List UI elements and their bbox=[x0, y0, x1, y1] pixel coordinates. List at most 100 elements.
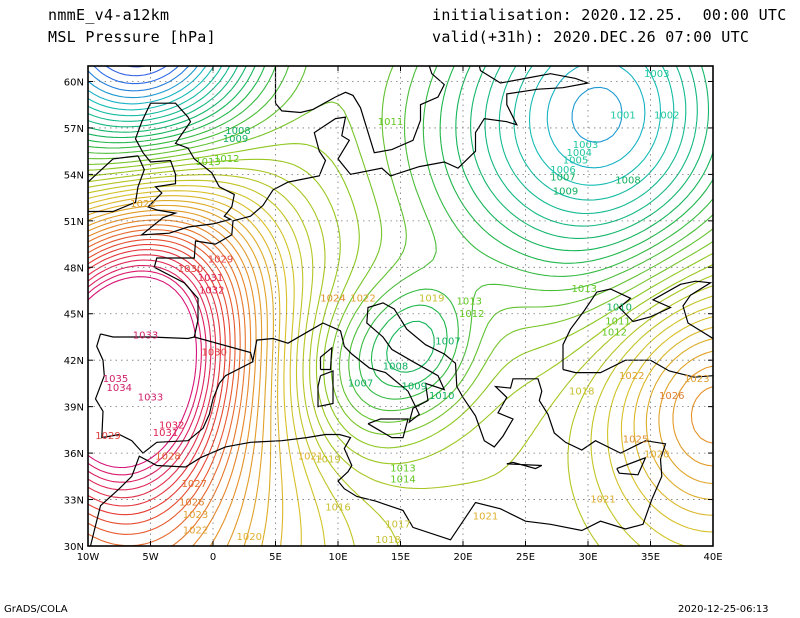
isobar-label: 1033 bbox=[133, 331, 158, 342]
coastline bbox=[616, 456, 647, 476]
isobar-label: 1003 bbox=[573, 140, 598, 151]
isobar-label: 1024 bbox=[320, 293, 345, 304]
isobar-line bbox=[88, 209, 713, 546]
isobar-line bbox=[88, 66, 687, 215]
coastline bbox=[319, 346, 333, 371]
lat-tick-label: 33N bbox=[64, 496, 84, 507]
isobar-label: 1023 bbox=[684, 374, 709, 385]
footer-software: GrADS/COLA bbox=[4, 604, 68, 615]
lat-tick-label: 36N bbox=[64, 449, 84, 460]
isobar-line bbox=[88, 195, 713, 546]
isobar-label: 1019 bbox=[315, 454, 340, 465]
isobar-label: 1030 bbox=[202, 348, 227, 359]
lat-tick-label: 51N bbox=[64, 217, 84, 228]
isobar-line bbox=[88, 243, 226, 516]
isobar-line bbox=[88, 66, 713, 373]
isobar-label: 1021 bbox=[590, 495, 615, 506]
lat-tick-label: 60N bbox=[64, 77, 84, 88]
isobar-label: 1013 bbox=[195, 157, 220, 168]
coastlines bbox=[88, 66, 713, 546]
isobar-label: 1032 bbox=[159, 420, 184, 431]
isobar-label: 1013 bbox=[390, 464, 415, 475]
lon-tick-label: 40E bbox=[703, 552, 722, 563]
isobar-label: 1004 bbox=[567, 148, 592, 159]
init-time: initialisation: 2020.12.25. 00:00 UTC bbox=[432, 6, 787, 24]
lat-tick-label: 48N bbox=[64, 263, 84, 274]
isobar-label: 1011 bbox=[605, 317, 630, 328]
isobar-label: 1002 bbox=[654, 111, 679, 122]
isobar-line bbox=[88, 270, 202, 476]
lat-tick-label: 54N bbox=[64, 170, 84, 181]
isobar-label: 1009 bbox=[402, 382, 427, 393]
coastline bbox=[562, 280, 713, 370]
lon-tick-label: 30E bbox=[578, 552, 597, 563]
isobar-label: 1022 bbox=[619, 371, 644, 382]
coastline bbox=[367, 418, 409, 439]
isobar-line bbox=[88, 174, 713, 546]
isobar-label: 1012 bbox=[602, 327, 627, 338]
isobar-label: 1031 bbox=[198, 273, 223, 284]
isobar-label: 1023 bbox=[183, 510, 208, 521]
isobar-line bbox=[88, 259, 212, 491]
isobar-label: 1003 bbox=[644, 69, 669, 80]
isobar-line bbox=[88, 143, 713, 449]
isobar-label: 1033 bbox=[138, 392, 163, 403]
isobar-label: 1020 bbox=[644, 450, 669, 461]
isobar-label: 1001 bbox=[610, 111, 635, 122]
lat-tick-label: 45N bbox=[64, 310, 84, 321]
isobar-line bbox=[105, 66, 167, 77]
isobar-label: 1013 bbox=[457, 296, 482, 307]
coastline bbox=[94, 333, 254, 454]
isobar-label: 1021 bbox=[473, 512, 498, 523]
coastline bbox=[89, 302, 667, 546]
isobar-label: 1029 bbox=[208, 255, 233, 266]
isobar-label: 1031 bbox=[153, 428, 178, 439]
isobar-label: 1011 bbox=[378, 117, 403, 128]
isobar-line bbox=[88, 185, 713, 546]
isobar-label: 1029 bbox=[95, 431, 120, 442]
isobar-line bbox=[88, 66, 710, 239]
isobar-line bbox=[88, 66, 675, 201]
isobar-label: 1008 bbox=[615, 176, 640, 187]
isobar-label: 1010 bbox=[429, 391, 454, 402]
isobar-line bbox=[88, 238, 231, 525]
isobar-label: 1034 bbox=[107, 383, 132, 394]
isobar-line bbox=[88, 233, 236, 535]
isobar-label: 1018 bbox=[375, 535, 400, 546]
lon-tick-label: 20E bbox=[453, 552, 472, 563]
isobar-line bbox=[88, 66, 698, 227]
lon-tick-label: 5E bbox=[269, 552, 282, 563]
isobar-line bbox=[88, 158, 713, 465]
isobar-label: 1018 bbox=[569, 386, 594, 397]
isobar-line bbox=[88, 66, 190, 92]
isobar-label: 1010 bbox=[607, 303, 632, 314]
isobar-label: 1019 bbox=[419, 293, 444, 304]
isobar-label: 1022 bbox=[130, 199, 155, 210]
lat-tick-label: 30N bbox=[64, 542, 84, 553]
isobar-label: 1027 bbox=[182, 479, 207, 490]
isobar-line bbox=[88, 66, 623, 143]
isobar-label: 1025 bbox=[623, 434, 648, 445]
coastline bbox=[275, 66, 446, 154]
isobar-label: 1022 bbox=[183, 526, 208, 537]
isobar-label: 1012 bbox=[459, 309, 484, 320]
isobar-line bbox=[88, 264, 207, 483]
lon-tick-label: 15E bbox=[391, 552, 410, 563]
valid-time: valid(+31h): 2020.DEC.26 07:00 UTC bbox=[432, 28, 750, 46]
coastline bbox=[134, 102, 235, 236]
isobar-line bbox=[88, 167, 713, 490]
lon-tick-label: 5W bbox=[142, 552, 158, 563]
coastline bbox=[88, 155, 145, 213]
lon-tick-label: 0 bbox=[210, 552, 216, 563]
isobar-line bbox=[88, 66, 713, 423]
isobar-line bbox=[93, 66, 179, 85]
lon-tick-label: 35E bbox=[641, 552, 660, 563]
isobar-label: 1028 bbox=[155, 451, 180, 462]
isobar-label: 1007 bbox=[550, 173, 575, 184]
coastline bbox=[317, 370, 334, 408]
isobar-label: 1014 bbox=[390, 475, 415, 486]
lon-tick-label: 10E bbox=[328, 552, 347, 563]
lat-tick-label: 42N bbox=[64, 356, 84, 367]
isobar-label: 1035 bbox=[103, 374, 128, 385]
isobar-line bbox=[88, 66, 713, 400]
